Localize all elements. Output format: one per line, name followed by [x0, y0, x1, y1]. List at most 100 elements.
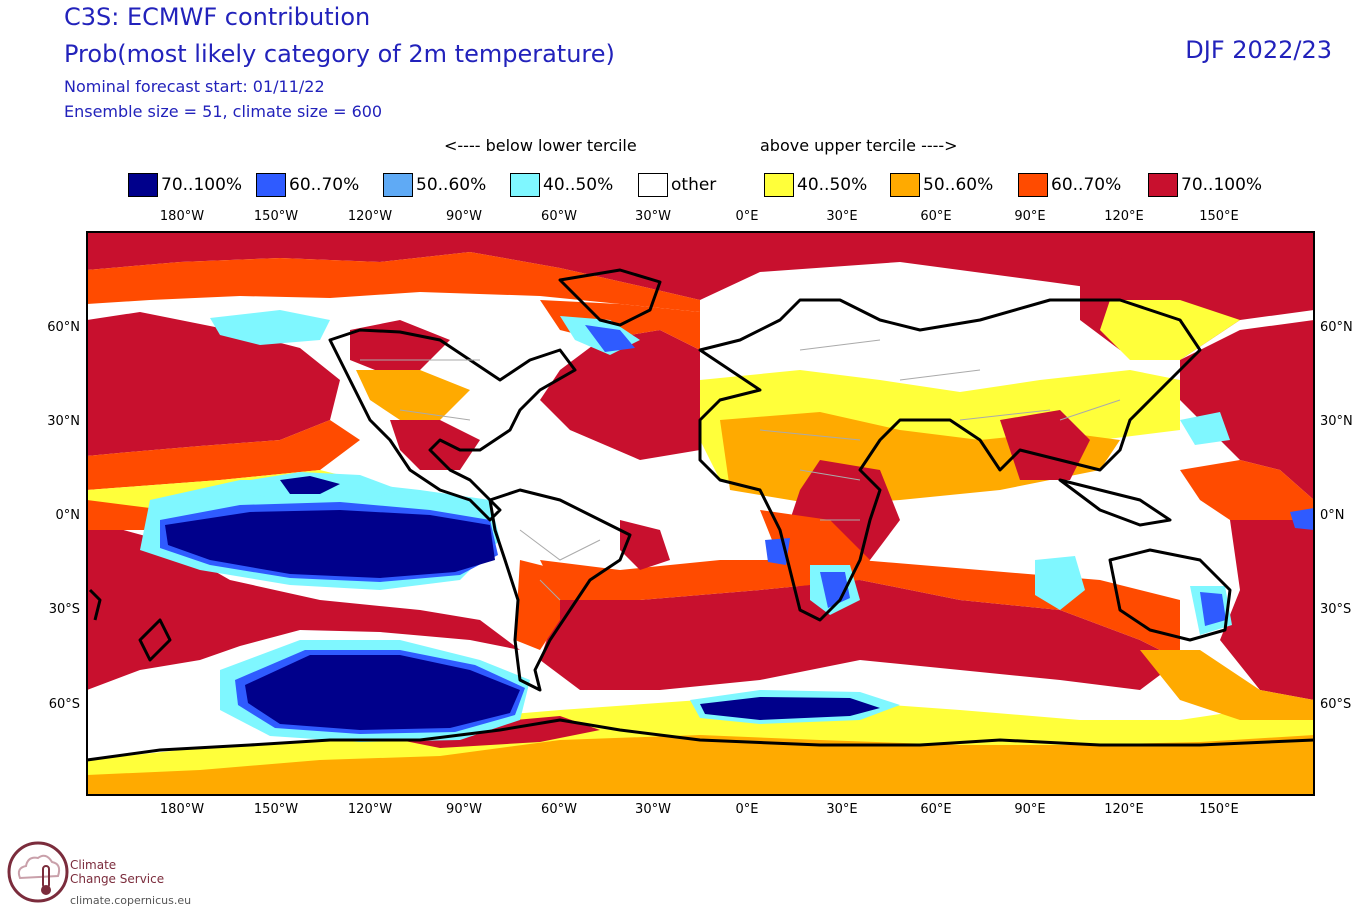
lon-tick-label: 30°W: [635, 209, 671, 224]
legend-item: other: [638, 172, 716, 198]
lon-tick-label: 90°W: [446, 209, 482, 224]
lon-tick-label: 60°W: [541, 802, 577, 817]
below-tercile-label: <---- below lower tercile: [444, 136, 637, 155]
forecast-start: Nominal forecast start: 01/11/22: [64, 77, 325, 96]
legend-item: 40..50%: [510, 172, 613, 198]
probability-region: [540, 580, 1180, 690]
lat-tick-label: 0°N: [1320, 508, 1345, 523]
lat-tick-label: 0°N: [56, 508, 81, 523]
lon-tick-label: 120°W: [348, 209, 392, 224]
lon-tick-label: 90°E: [1014, 209, 1045, 224]
legend-label: 50..60%: [923, 175, 994, 195]
probability-region: [210, 310, 330, 345]
lon-tick-label: 90°E: [1014, 802, 1045, 817]
lon-tick-label: 120°E: [1104, 802, 1144, 817]
probability-region: [515, 560, 560, 650]
lat-tick-label: 60°S: [1320, 697, 1351, 712]
probability-region: [540, 560, 1180, 660]
legend-swatch: [1018, 173, 1048, 197]
lon-tick-label: 120°E: [1104, 209, 1144, 224]
thermometer-cloud-icon: [7, 841, 69, 903]
lon-tick-label: 180°W: [160, 209, 204, 224]
lat-tick-label: 30°S: [49, 602, 80, 617]
probability-region: [820, 572, 850, 608]
logo-line2: Change Service: [70, 872, 165, 886]
lat-tick-label: 60°S: [49, 697, 80, 712]
coastlines: [86, 268, 1315, 762]
logo-line1: Climate: [70, 858, 117, 872]
above-tercile-label: above upper tercile ---->: [760, 136, 958, 155]
lon-tick-label: 150°E: [1199, 802, 1239, 817]
legend-label: other: [671, 175, 717, 195]
legend-label: 50..60%: [416, 175, 487, 195]
legend-label: 60..70%: [1051, 175, 1122, 195]
probability-region: [540, 330, 700, 460]
probability-region: [87, 735, 1314, 795]
lon-tick-label: 180°W: [160, 802, 204, 817]
probability-region: [585, 325, 635, 352]
probability-region: [620, 520, 670, 570]
legend-swatch: [638, 173, 668, 197]
probability-region: [280, 476, 340, 494]
ensemble-size: Ensemble size = 51, climate size = 600: [64, 102, 383, 121]
lat-tick-label: 60°N: [1320, 320, 1353, 335]
legend-item: 60..70%: [256, 172, 359, 198]
probability-region: [87, 232, 1314, 300]
map-subtitle: Prob(most likely category of 2m temperat…: [64, 40, 615, 68]
legend-swatch: [256, 173, 286, 197]
map-title: C3S: ECMWF contribution: [64, 3, 371, 31]
lon-tick-label: 150°E: [1199, 209, 1239, 224]
season-label: DJF 2022/23: [1185, 36, 1332, 64]
probability-region: [87, 252, 700, 312]
lat-tick-label: 30°S: [1320, 602, 1351, 617]
legend-item: 40..50%: [764, 172, 867, 198]
probability-region: [1290, 508, 1314, 530]
probability-region: [165, 510, 495, 578]
probability-region: [1100, 300, 1240, 360]
lon-tick-label: 30°W: [635, 802, 671, 817]
lon-tick-label: 120°W: [348, 802, 392, 817]
legend-label: 40..50%: [797, 175, 868, 195]
map-field: [87, 232, 1314, 795]
probability-region: [356, 370, 470, 420]
lon-tick-label: 30°E: [826, 802, 857, 817]
logo-text: Climate Change Service: [70, 858, 164, 886]
probability-region: [1220, 520, 1314, 700]
legend-label: 60..70%: [289, 175, 360, 195]
probability-region: [1180, 412, 1230, 445]
legend-swatch: [128, 173, 158, 197]
probability-region: [1140, 650, 1314, 720]
legend-swatch: [1148, 173, 1178, 197]
legend-item: 70..100%: [1148, 172, 1262, 198]
lon-tick-label: 60°W: [541, 209, 577, 224]
lon-tick-label: 60°E: [920, 209, 951, 224]
lon-tick-label: 90°W: [446, 802, 482, 817]
lon-tick-label: 60°E: [920, 802, 951, 817]
legend-swatch: [510, 173, 540, 197]
probability-region: [700, 697, 880, 720]
legend-swatch: [383, 173, 413, 197]
probability-region: [1180, 460, 1314, 520]
lon-tick-label: 30°E: [826, 209, 857, 224]
map-ticks: 180°W 180°W 150°W 150°W 120°W 120°W 90°W 90°W 60…: [47, 209, 1353, 817]
probability-region: [1180, 320, 1314, 500]
legend-item: 60..70%: [1018, 172, 1121, 198]
probability-region: [1035, 556, 1085, 610]
legend-item: 50..60%: [383, 172, 486, 198]
logo-url: climate.copernicus.eu: [70, 894, 192, 907]
probability-region: [1200, 592, 1226, 626]
probability-region: [87, 420, 360, 490]
lon-tick-label: 0°E: [736, 209, 759, 224]
legend-swatch: [764, 173, 794, 197]
legend-swatch: [890, 173, 920, 197]
lat-tick-label: 30°N: [1320, 414, 1353, 429]
map-frame: [86, 231, 1315, 796]
legend-item: 70..100%: [128, 172, 242, 198]
lat-tick-label: 30°N: [47, 414, 80, 429]
legend-label: 70..100%: [1181, 175, 1263, 195]
lon-tick-label: 150°W: [254, 802, 298, 817]
legend-label: 40..50%: [543, 175, 614, 195]
lat-tick-label: 60°N: [47, 320, 80, 335]
legend-item: 50..60%: [890, 172, 993, 198]
